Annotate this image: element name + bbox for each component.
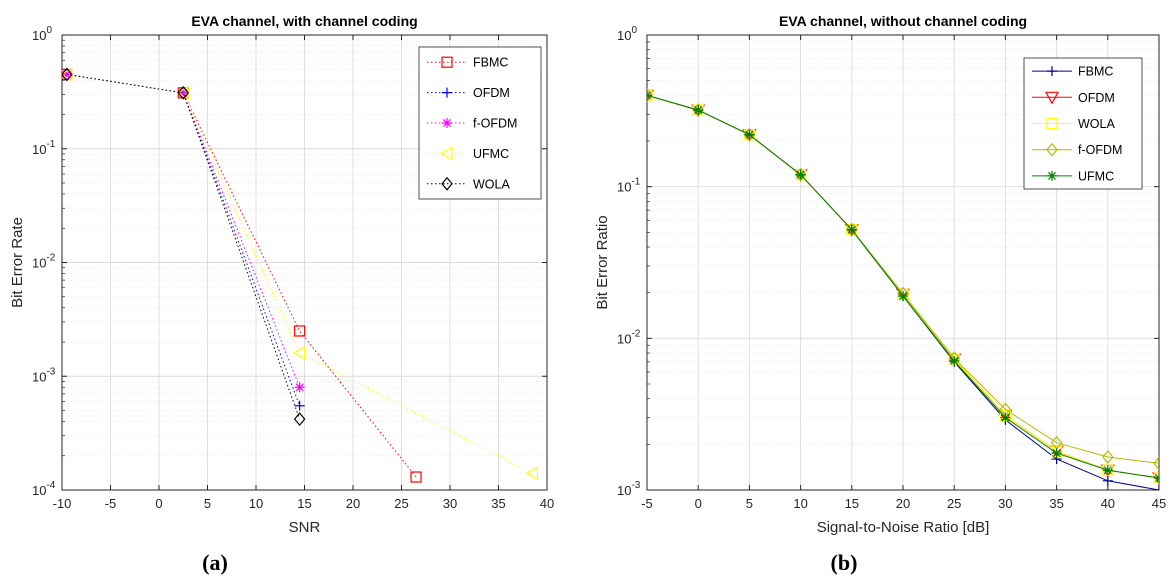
x-tick-label: 0 [155,496,162,511]
x-tick-label: 25 [394,496,408,511]
grid [61,34,548,491]
x-tick-label: 35 [491,496,505,511]
legend-marker-WOLA [1046,117,1058,130]
legend-marker-FBMC [1047,66,1057,77]
data-point-UFMC [647,90,652,101]
data-point-f-OFDM [647,88,653,103]
y-tick-label: 10-1 [32,139,56,157]
data-point-f-OFDM [1102,450,1114,464]
series-line-WOLA [66,73,301,420]
data-point-UFMC [292,346,306,361]
y-axis-label: Bit Error Rate [9,217,26,308]
legend: FBMC OFDM f-OFDM UFMC WOLA [418,46,542,200]
data-point-UFMC [949,355,960,366]
x-tick-label: 40 [540,496,554,511]
x-tick-label: 10 [793,496,807,511]
legend-label-f-OFDM: f-OFDM [1078,143,1122,157]
series-line-f-OFDM [66,73,301,388]
x-tick-label: 15 [297,496,311,511]
data-point-OFDM [294,400,305,411]
data-point-WOLA [177,85,190,100]
x-tick-label: 5 [746,496,753,511]
legend-marker-WOLA [441,176,453,191]
legend-marker-OFDM [1044,91,1060,105]
legend-label-FBMC: FBMC [473,56,508,70]
x-tick-label: 5 [204,496,211,511]
x-tick-label: 45 [1152,496,1166,511]
data-point-FBMC [410,471,422,483]
y-tick-label: 10-3 [617,480,641,498]
y-tick-label: 100 [32,25,52,43]
caption-a: (a) [202,550,228,575]
legend-label-OFDM: OFDM [473,86,510,100]
data-point-UFMC [744,129,755,140]
chart-panel-b: -5 0 5 10 15 20 25 30 35 40 45 10-3 10-2 10-1 100 EVA c… [594,13,1166,536]
data-point-WOLA [293,412,306,427]
data-point-f-OFDM [692,103,704,117]
caption-b: (b) [830,550,858,575]
data-point-UFMC [1051,448,1062,459]
legend-label-WOLA: WOLA [473,177,510,191]
legend-label-WOLA: WOLA [1078,117,1115,131]
legend-label-FBMC: FBMC [1078,65,1113,79]
legend-label-UFMC: UFMC [1078,169,1114,183]
series-line-OFDM [66,73,301,406]
data-point-UFMC [1102,465,1113,476]
data-point-UFMC [1154,472,1159,483]
x-tick-label: -5 [105,496,117,511]
y-tick-label: 10-2 [32,253,56,271]
x-tick-label: 10 [249,496,263,511]
x-tick-label: 20 [346,496,360,511]
x-axis-label: Signal-to-Noise Ratio [dB] [817,519,990,536]
x-axis-label: SNR [289,519,321,536]
data-point-f-OFDM [846,222,858,237]
x-tick-label: 35 [1049,496,1063,511]
legend-marker-UFMC [1047,170,1057,181]
chart-panel-a: -10 -5 0 5 10 15 20 25 30 35 40 10-4 10-3 10-2 10-1 100… [9,13,554,536]
chart-title: EVA channel, with channel coding [191,13,417,29]
legend-marker-f-OFDM [442,118,452,128]
x-tick-label: 30 [998,496,1012,511]
data-point-UFMC [525,466,539,481]
chart-title: EVA channel, without channel coding [779,13,1027,29]
y-axis-label: Bit Error Ratio [594,215,611,309]
x-tick-label: -10 [53,496,72,511]
data-point-WOLA [62,67,73,82]
legend-marker-UFMC [439,146,453,161]
legend-label-OFDM: OFDM [1078,91,1115,105]
data-point-FBMC [294,325,306,337]
data-point-f-OFDM [178,87,189,98]
data-point-UFMC [846,224,857,235]
legend-marker-f-OFDM [1046,142,1058,157]
x-tick-label: -5 [641,496,653,511]
data-point-UFMC [898,291,908,302]
data-point-f-OFDM [1153,456,1159,471]
x-tick-label: 15 [845,496,859,511]
y-tick-label: 10-2 [617,328,641,346]
data-point-f-OFDM [294,382,305,393]
data-point-UFMC [693,105,704,116]
x-tick-label: 40 [1101,496,1115,511]
x-tick-label: 30 [443,496,457,511]
legend-label-f-OFDM: f-OFDM [473,117,517,131]
x-tick-label: 20 [896,496,910,511]
y-tick-label: 10-1 [617,177,641,195]
data-point-UFMC [1000,412,1011,423]
y-tick-label: 100 [617,25,637,43]
legend-marker-OFDM [442,87,452,98]
legend-marker-FBMC [441,56,453,68]
series-UFMC [647,90,1159,483]
legend-label-UFMC: UFMC [473,147,509,161]
data-point-UFMC [795,169,806,180]
x-tick-label: 25 [947,496,961,511]
y-tick-label: 10-3 [32,366,56,384]
y-tick-label: 10-4 [32,480,56,498]
series-line-FBMC [66,73,417,478]
legend: FBMC OFDM WOLA f-OFDM UFMC [1023,57,1143,190]
series-WOLA [62,67,306,427]
x-tick-label: 0 [695,496,702,511]
series-line-UFMC [66,73,533,474]
